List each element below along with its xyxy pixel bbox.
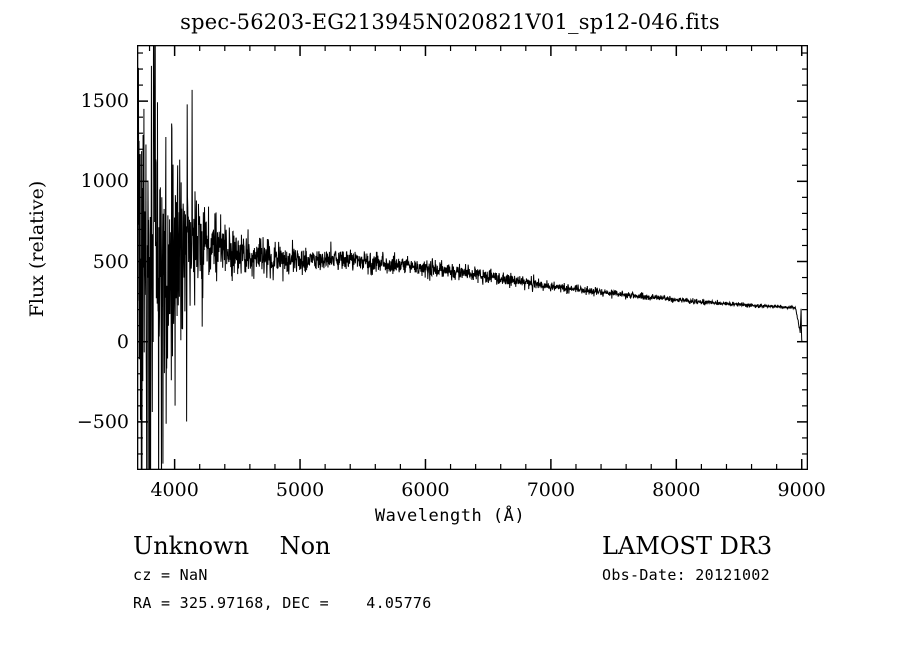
page-title: spec-56203-EG213945N020821V01_sp12-046.f… bbox=[180, 10, 720, 34]
object-class-label: Unknown Non bbox=[133, 532, 331, 560]
obs-date-value: Obs-Date: 20121002 bbox=[602, 566, 770, 584]
plot-border bbox=[137, 45, 808, 470]
y-tick-label: 0 bbox=[116, 330, 129, 353]
x-tick-label: 6000 bbox=[401, 479, 450, 501]
x-axis-title: Wavelength (Å) bbox=[374, 506, 526, 526]
plot-area bbox=[137, 45, 808, 470]
ra-dec-value: RA = 325.97168, DEC = 4.05776 bbox=[133, 594, 432, 612]
x-tick-label: 7000 bbox=[526, 479, 576, 501]
spectrum-chart bbox=[137, 45, 808, 470]
spectrum-line bbox=[138, 46, 803, 469]
footer-left-column: Unknown Non cz = NaN RA = 325.97168, DEC… bbox=[133, 531, 432, 617]
footer-right-column: LAMOST DR3 Obs-Date: 20121002 bbox=[602, 531, 772, 589]
survey-label: LAMOST DR3 bbox=[602, 532, 773, 560]
x-tick-label: 4000 bbox=[150, 479, 199, 501]
y-axis-title: Flux (relative) bbox=[26, 180, 48, 318]
y-tick-label: −500 bbox=[76, 410, 129, 433]
x-tick-label: 5000 bbox=[275, 479, 325, 501]
x-tick-label: 8000 bbox=[652, 479, 701, 501]
cz-value: cz = NaN bbox=[133, 566, 208, 584]
y-tick-label: 500 bbox=[92, 250, 129, 273]
y-tick-label: 1500 bbox=[80, 90, 129, 113]
y-tick-label: 1000 bbox=[80, 170, 129, 193]
x-tick-label: 9000 bbox=[777, 479, 826, 501]
